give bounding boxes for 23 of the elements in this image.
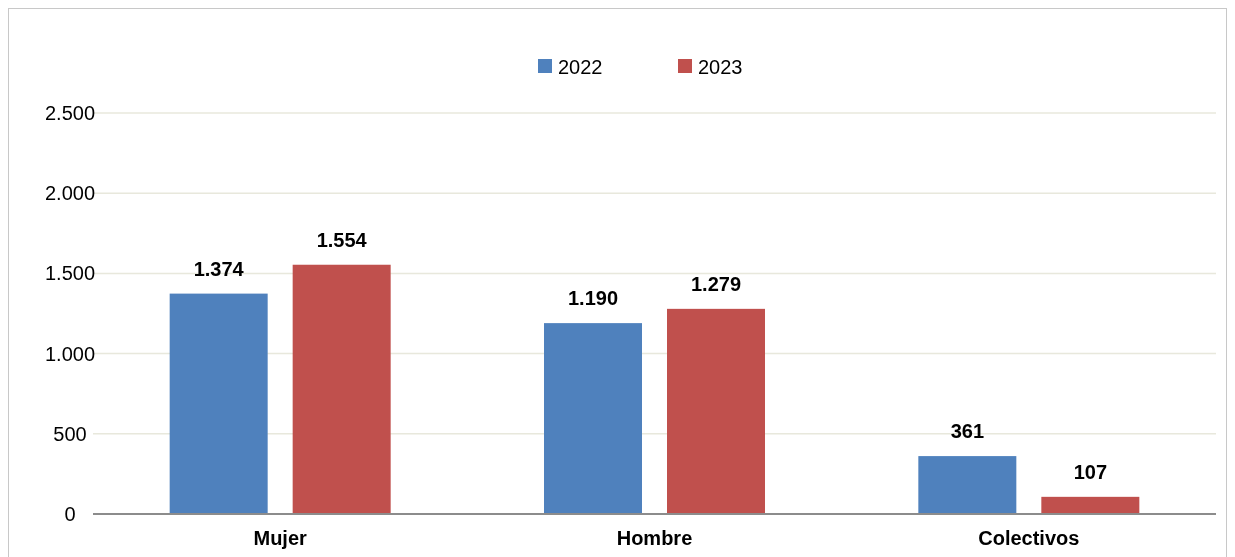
data-label: 107 xyxy=(1073,460,1108,483)
x-tick-label: Hombre xyxy=(616,527,693,549)
y-tick-label: 2.500 xyxy=(44,102,96,124)
bar xyxy=(169,293,268,514)
bar xyxy=(1041,496,1140,514)
bar xyxy=(292,264,391,514)
data-label: 1.279 xyxy=(690,272,742,295)
bar xyxy=(918,456,1017,514)
bar xyxy=(667,308,765,514)
legend-label: 2023 xyxy=(698,56,743,78)
y-tick-label: 0 xyxy=(64,503,76,525)
y-tick-label: 2.000 xyxy=(44,182,96,205)
data-label: 1.190 xyxy=(567,287,619,310)
y-tick-label: 1.500 xyxy=(44,262,96,285)
data-label: 1.554 xyxy=(316,228,368,251)
y-tick-label: 500 xyxy=(53,422,87,445)
bar xyxy=(544,323,642,514)
legend-label: 2022 xyxy=(558,56,603,78)
y-tick-label: 1.000 xyxy=(44,342,96,365)
x-tick-label: Mujer xyxy=(253,527,308,549)
x-tick-label: Colectivos xyxy=(978,527,1080,549)
data-label: 1.374 xyxy=(193,257,245,280)
data-label: 361 xyxy=(950,420,985,443)
